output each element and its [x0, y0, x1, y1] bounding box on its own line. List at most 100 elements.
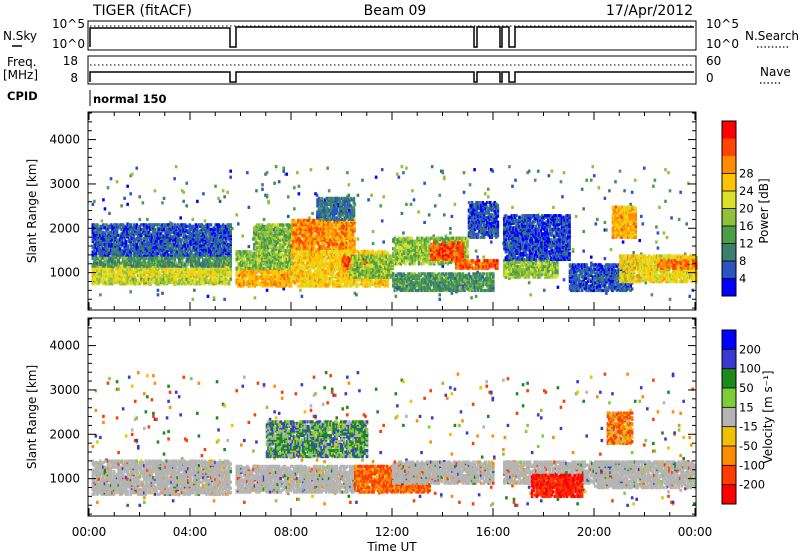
power-cell — [138, 274, 142, 278]
power-cell — [126, 244, 129, 248]
power-cell — [106, 245, 110, 250]
power-cell — [206, 294, 210, 298]
power-cell — [396, 172, 399, 176]
power-cell — [99, 227, 102, 231]
power-cell — [100, 236, 104, 241]
power-cell — [211, 253, 214, 257]
power-cell — [164, 253, 167, 258]
power-cell — [103, 232, 107, 236]
power-cell — [130, 264, 134, 268]
power-cell — [132, 255, 136, 259]
power-cell — [223, 265, 226, 269]
power-cell — [164, 251, 167, 256]
power-cell — [140, 266, 143, 270]
power-cell — [141, 279, 145, 283]
power-cell — [121, 227, 125, 231]
power-cell — [112, 256, 116, 261]
power-cell — [96, 223, 99, 227]
power-cell — [129, 192, 132, 196]
power-cell — [158, 223, 161, 227]
power-cell — [173, 235, 176, 239]
power-cell — [93, 277, 96, 281]
power-cell — [109, 272, 113, 276]
power-cell — [185, 238, 189, 242]
power-cell — [161, 233, 164, 237]
power-cell — [140, 223, 143, 227]
power-cell — [109, 248, 113, 253]
power-cell — [141, 241, 145, 245]
power-cell — [223, 258, 226, 262]
power-cell — [168, 279, 172, 283]
power-cell — [183, 247, 187, 251]
freq-series-line — [89, 71, 694, 83]
frequency-panel: Freq. [MHz] 18 8 60 0 Nave — [3, 54, 791, 85]
nsky-label: N.Sky — [3, 29, 37, 43]
power-cell — [153, 275, 157, 279]
power-cell — [126, 248, 129, 253]
power-cell — [183, 239, 187, 244]
power-cell — [382, 240, 386, 244]
power-cell — [149, 253, 152, 257]
power-cell — [165, 223, 169, 227]
power-cell — [162, 260, 166, 264]
power-cell — [112, 223, 116, 227]
power-cell — [105, 247, 108, 251]
power-cell — [214, 268, 217, 272]
power-cell — [274, 272, 278, 276]
power-cell — [97, 255, 101, 259]
power-cell — [94, 266, 98, 270]
power-cell — [214, 259, 217, 264]
power-cell — [162, 274, 166, 278]
power-cell — [170, 264, 173, 268]
power-cell — [212, 277, 216, 281]
power-cell — [199, 223, 202, 227]
power-cell — [99, 293, 102, 297]
power-cell — [196, 227, 199, 231]
power-cell — [186, 268, 190, 272]
power-cell — [215, 265, 219, 269]
frequency-panel-frame — [87, 55, 697, 85]
power-cell — [205, 251, 208, 256]
power-cell — [327, 189, 331, 193]
power-cell — [123, 227, 126, 231]
power-cell — [208, 236, 211, 241]
power-cell — [115, 280, 119, 284]
power-cell — [111, 259, 114, 264]
power-cell — [156, 223, 160, 227]
power-cell — [229, 258, 232, 262]
power-cell — [197, 245, 201, 250]
power-cell — [144, 242, 148, 247]
power-cell — [405, 166, 408, 170]
power-cell — [443, 213, 446, 217]
power-cell — [118, 261, 122, 265]
power-cell — [292, 242, 296, 247]
power-cell — [241, 270, 245, 275]
power-cell — [99, 265, 102, 269]
power-cell — [112, 226, 116, 230]
power-cell — [130, 269, 134, 273]
power-cell — [118, 265, 122, 269]
power-cell — [223, 282, 226, 286]
power-cell — [196, 253, 199, 258]
power-cell — [605, 228, 608, 232]
power-cell — [185, 181, 189, 185]
power-cell — [355, 293, 358, 297]
freq-tick-top: 18 — [63, 54, 78, 68]
power-cell — [209, 227, 213, 231]
power-cell — [208, 279, 211, 283]
power-cell — [126, 277, 129, 281]
power-cell — [199, 282, 202, 286]
power-cell — [185, 256, 189, 261]
power-cell — [158, 279, 161, 283]
power-cell — [143, 250, 146, 254]
power-cell — [96, 256, 99, 261]
power-cell — [374, 175, 378, 179]
power-cell — [193, 248, 196, 253]
power-cell — [153, 255, 157, 259]
power-cell — [165, 227, 169, 231]
power-cell — [155, 223, 158, 227]
power-cell — [299, 288, 302, 292]
power-cell — [227, 261, 231, 265]
power-cell — [156, 288, 160, 292]
power-cell — [149, 236, 152, 241]
